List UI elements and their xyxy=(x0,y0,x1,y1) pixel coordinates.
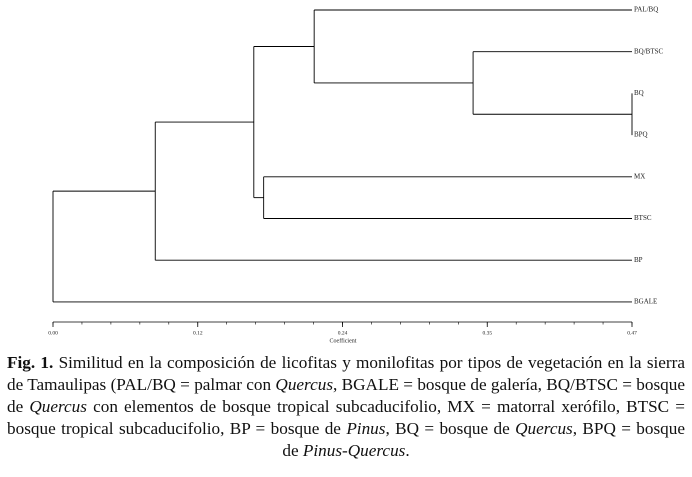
leaf-label: PAL/BQ xyxy=(634,6,658,14)
leaf-label: BPQ xyxy=(634,131,648,139)
caption-part: . xyxy=(405,441,410,460)
leaf-label: BP xyxy=(634,256,643,264)
x-tick-label: 0.35 xyxy=(482,330,492,336)
leaf-label: BGALE xyxy=(634,298,657,306)
leaf-label: BQ xyxy=(634,89,644,97)
caption-part: con elementos de bosque tropical subcadu… xyxy=(7,397,685,438)
caption-part: , BQ = bosque de xyxy=(385,419,516,438)
chart: Coefficient 0.00 0.12 0.24 0.35 0.47 PAL/BQ BQ… xyxy=(48,6,664,345)
caption: Fig. 1. Similitud en la composición de l… xyxy=(7,352,685,462)
x-tick-label: 0.47 xyxy=(627,330,637,336)
caption-part: Fig. 1. xyxy=(7,353,54,372)
caption-part: Quercus xyxy=(275,375,334,394)
caption-part: Quercus xyxy=(515,419,573,438)
x-tick-label: 0.00 xyxy=(48,330,58,336)
x-tick-label: 0.12 xyxy=(193,330,203,336)
leaf-label: BTSC xyxy=(634,214,652,222)
caption-part: Similitud en la composición de licofitas… xyxy=(7,353,685,394)
caption-part: Pinus xyxy=(346,419,386,438)
x-axis-label: Coefficient xyxy=(330,337,357,344)
x-tick-label: 0.24 xyxy=(338,330,348,336)
caption-part: , BGALE = bosque de galería, BQ/BTSC = b… xyxy=(7,375,686,416)
caption-part: Quercus xyxy=(29,397,87,416)
caption-part: , BPQ = bosque de xyxy=(282,419,685,460)
leaf-label: MX xyxy=(634,172,645,180)
leaf-label: BQ/BTSC xyxy=(634,47,664,55)
caption-part: Pinus-Quercus xyxy=(302,441,406,460)
